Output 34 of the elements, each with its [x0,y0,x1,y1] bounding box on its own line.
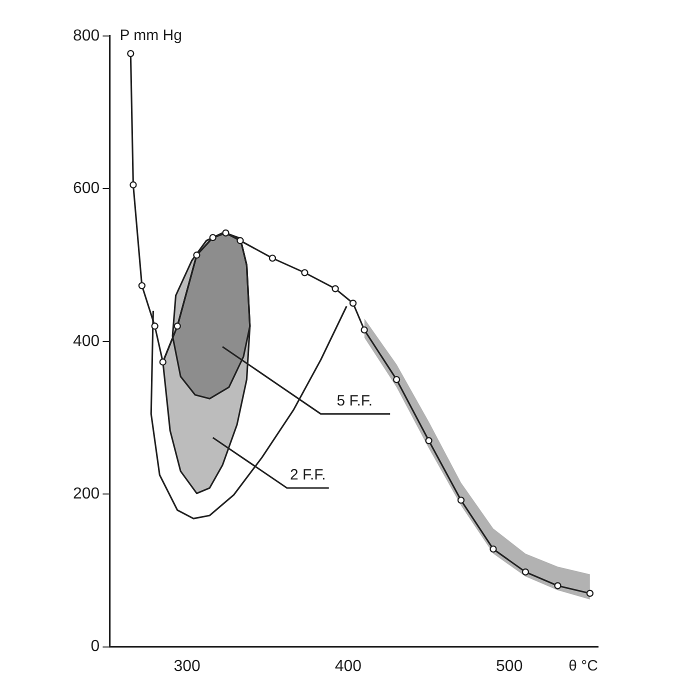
point [586,590,594,597]
point [301,269,308,276]
x-tick-label: 300 [174,658,200,675]
point [554,582,562,590]
point [159,358,166,366]
x-tick-label: 400 [334,658,362,675]
point [222,229,230,237]
point [349,300,357,307]
y-tick-label: 400 [72,332,100,350]
x-axis-title: θ °C [568,657,598,674]
point [490,545,497,553]
point [268,254,276,262]
point [127,50,134,58]
point [332,285,339,292]
point [130,181,137,188]
point [522,568,530,576]
point [392,376,400,384]
point [457,496,465,504]
annotation: 5 F.F. [336,392,373,410]
point [151,322,158,330]
y-axis-title: P mm Hg [120,27,182,44]
y-tick-label: 0 [90,638,100,656]
point [236,237,244,244]
point [425,437,432,444]
x-tick-label: 500 [496,658,523,675]
y-tick-label: 200 [72,486,100,503]
point [193,252,200,259]
annotation: 2 F.F. [290,466,326,484]
point [209,234,216,242]
point [138,282,146,290]
point [360,326,368,334]
point [174,322,181,330]
y-tick-label: 800 [72,27,100,44]
y-tick-label: 600 [72,180,100,198]
